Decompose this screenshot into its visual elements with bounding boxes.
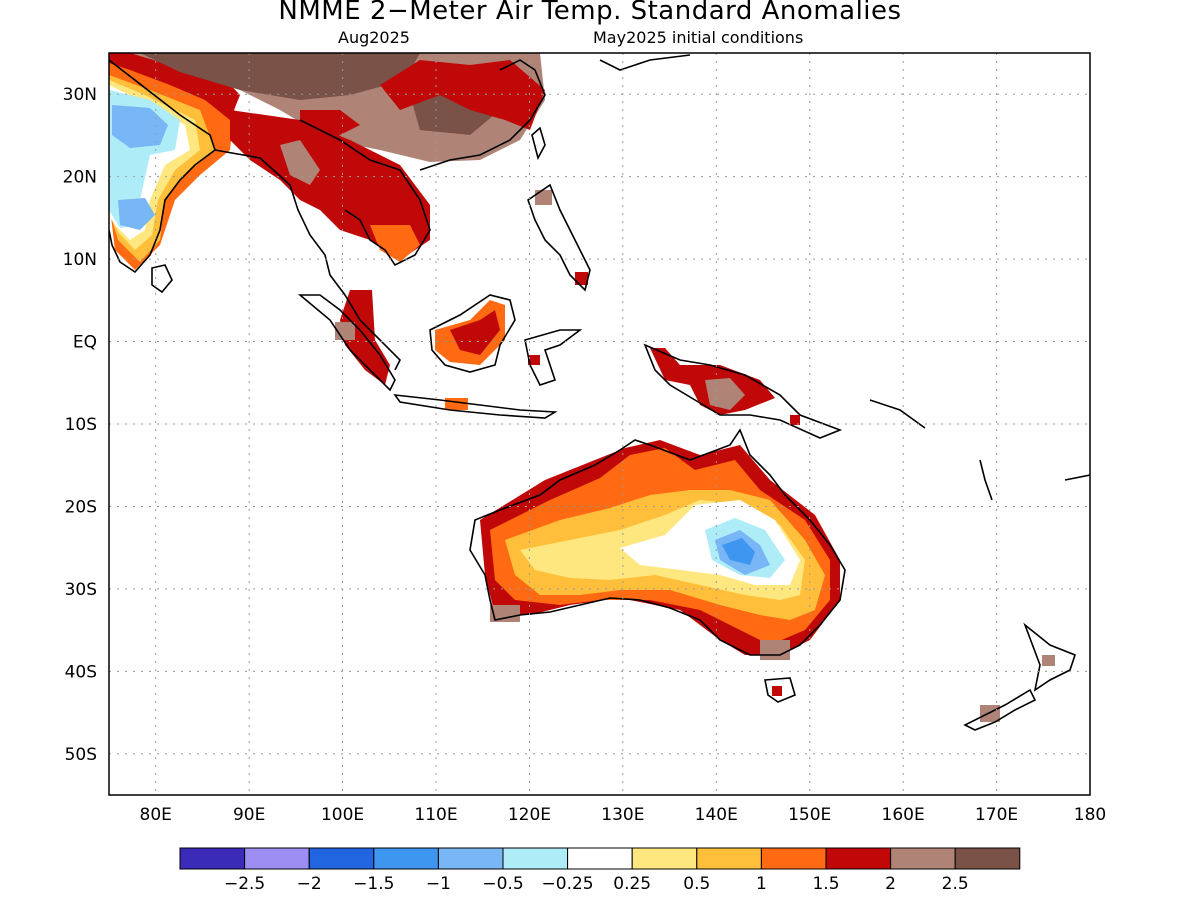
anomaly-china-dark xyxy=(140,53,420,100)
colorbar-swatch xyxy=(631,847,698,870)
anomaly-seasia-orange xyxy=(370,225,420,262)
colorbar-label: 2.5 xyxy=(942,874,969,894)
anomaly-borneo-red xyxy=(450,310,500,355)
coast-tasmania xyxy=(764,677,796,703)
colorbar-swatch xyxy=(567,847,633,870)
lat-tick-label: 50S xyxy=(65,745,97,765)
lat-tick-label: 30S xyxy=(65,580,97,600)
coast-nz-north xyxy=(1023,622,1076,692)
lat-tick-labels: 30N 20N 10N EQ 10S 20S 30S 40S 50S xyxy=(63,85,97,765)
lon-tick-label: 140E xyxy=(695,805,738,825)
anomaly-java xyxy=(445,398,468,410)
colorbar-swatch xyxy=(437,847,504,870)
colorbar-label: −2 xyxy=(297,874,322,894)
lon-tick-labels: 80E 90E 100E 110E 120E 130E 140E 150E 160E 170E 18… xyxy=(140,805,1107,825)
anomaly-india-cooler xyxy=(118,198,155,230)
coast-taiwan xyxy=(531,126,546,161)
anomaly-australia-coolest xyxy=(722,538,755,565)
coast-australia xyxy=(469,428,846,656)
lon-tick-label: 80E xyxy=(140,805,172,825)
colorbar-swatch xyxy=(825,847,892,870)
colorbar-swatch xyxy=(373,847,439,870)
anomaly-india-cooler xyxy=(112,105,168,148)
colorbar-swatch xyxy=(890,847,956,870)
lon-tick-label: 130E xyxy=(601,805,644,825)
coast-indochina xyxy=(299,119,431,267)
anomaly-australia-brown xyxy=(490,605,520,622)
coast-vanuatu xyxy=(979,459,993,501)
coast-java xyxy=(393,394,558,419)
colorbar-labels: −2.5 −2 −1.5 −1 −0.5 −0.25 0.25 0.5 1 1.5 2 2.5 xyxy=(224,874,969,894)
lon-tick-label: 90E xyxy=(233,805,265,825)
coast-philippines xyxy=(527,183,591,292)
colorbar-label: −0.5 xyxy=(482,874,523,894)
lat-tick-label: 20S xyxy=(65,497,97,517)
lat-tick-label: 30N xyxy=(63,85,97,105)
colorbar-swatch xyxy=(696,847,762,870)
anomaly-shading xyxy=(109,53,1055,722)
coast-japan xyxy=(599,54,691,71)
colorbar-swatch xyxy=(308,847,375,870)
colorbar-label: 2 xyxy=(885,874,896,894)
colorbar-swatch xyxy=(179,847,246,870)
lon-tick-label: 150E xyxy=(788,805,831,825)
anomaly-sulawesi xyxy=(528,355,540,365)
colorbar-label: 0.25 xyxy=(613,874,651,894)
coast-borneo xyxy=(429,294,516,373)
coast-sulawesi xyxy=(524,329,583,386)
lon-tick-label: 160E xyxy=(882,805,925,825)
map-frame xyxy=(108,52,1091,796)
map-title: NMME 2−Meter Air Temp. Standard Anomalie… xyxy=(278,0,902,26)
anomaly-china-red xyxy=(380,60,545,130)
gridlines xyxy=(109,53,1090,795)
colorbar-label: −2.5 xyxy=(224,874,265,894)
anomaly-seasia-brown xyxy=(280,140,320,185)
lon-tick-label: 100E xyxy=(321,805,364,825)
initial-conditions: May2025 initial conditions xyxy=(593,28,804,47)
coast-sumatra xyxy=(297,294,396,392)
coast-india xyxy=(109,59,216,274)
forecast-month: Aug2025 xyxy=(338,28,410,47)
coast-newguinea xyxy=(643,343,843,439)
coastlines xyxy=(109,54,1090,731)
colorbar-label: 1 xyxy=(756,874,767,894)
coast-fiji xyxy=(1064,474,1090,481)
colorbar xyxy=(179,847,1021,870)
anomaly-nz xyxy=(1042,655,1055,666)
coast-srilanka xyxy=(151,264,173,294)
anomaly-philippines xyxy=(575,272,588,285)
coast-china xyxy=(419,59,546,171)
colorbar-swatch xyxy=(954,847,1021,870)
lon-tick-label: 120E xyxy=(508,805,551,825)
anomaly-seasia xyxy=(230,110,430,260)
colorbar-label: −1.5 xyxy=(353,874,394,894)
anomaly-nz xyxy=(980,705,1000,722)
colorbar-label: −0.25 xyxy=(542,874,594,894)
colorbar-swatch xyxy=(760,847,827,870)
lat-tick-label: 10N xyxy=(63,250,97,270)
lat-tick-label: 20N xyxy=(63,168,97,188)
coast-bay-bengal xyxy=(214,149,401,371)
coast-pacific-islands xyxy=(869,399,926,429)
colorbar-label: −1 xyxy=(426,874,451,894)
anomaly-philippines xyxy=(535,190,552,205)
lat-tick-label: 10S xyxy=(65,415,97,435)
colorbar-label: 1.5 xyxy=(812,874,839,894)
lon-tick-label: 180 xyxy=(1074,805,1106,825)
colorbar-label: 0.5 xyxy=(683,874,710,894)
lat-tick-label: 40S xyxy=(65,662,97,682)
colorbar-swatch xyxy=(502,847,569,870)
anomaly-newguinea-red xyxy=(790,415,800,425)
anomaly-tasmania xyxy=(772,686,782,696)
coast-nz-south xyxy=(963,688,1037,731)
lon-tick-label: 170E xyxy=(975,805,1018,825)
colorbar-swatch xyxy=(244,847,310,870)
lat-tick-label: EQ xyxy=(73,333,97,353)
anomaly-australia-brown xyxy=(760,640,790,660)
anomaly-newguinea-brown xyxy=(705,378,745,410)
lon-tick-label: 110E xyxy=(414,805,457,825)
